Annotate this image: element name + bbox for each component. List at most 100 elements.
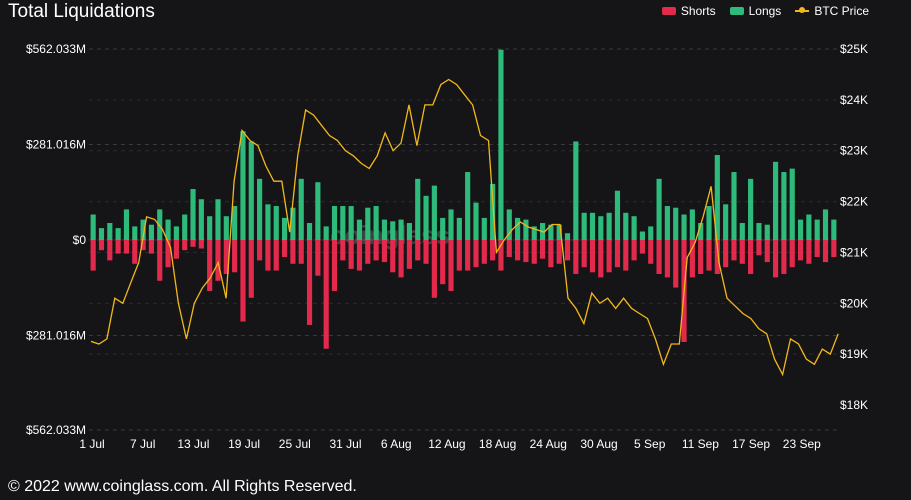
liquidations-chart: coinglass $562.033M$281.016M$0$281.016M$… [26,42,868,451]
left-tick-label: $281.016M [26,329,86,343]
long-bar [248,141,254,240]
short-bar [373,240,379,261]
legend-item-shorts[interactable]: Shorts [661,4,716,18]
long-bar [340,206,346,240]
long-bar [281,217,288,240]
right-axis: $25K $24K $23K $22K $21K $20K $19K $18K [840,42,868,412]
long-bar [290,207,296,240]
short-bar [581,240,587,268]
long-bar [132,226,138,240]
grid-lines [89,48,838,431]
long-bar [498,49,504,241]
legend-item-btc-price[interactable]: BTC Price [795,4,869,18]
x-axis: 1 Jul 7 Jul 13 Jul 19 Jul 25 Jul 31 Jul 6 Aug 1… [79,437,821,451]
long-bar [822,209,829,240]
short-bar [656,240,662,274]
short-bar [698,240,704,274]
short-bar [265,240,271,271]
btc-price-line [90,78,839,377]
x-tick-label: 31 Jul [329,437,361,451]
long-bar [406,223,412,240]
long-bar [831,219,837,240]
short-bar [390,240,396,273]
long-bar [323,226,329,240]
x-tick-label: 5 Sep [634,437,666,451]
x-tick-label: 23 Sep [783,437,821,451]
short-bar [506,240,512,257]
short-bar [323,240,329,349]
long-bar [315,182,321,240]
right-tick-label: $21K [840,245,868,259]
short-bar [498,240,504,271]
short-bar [157,240,163,281]
short-bar [606,240,612,273]
long-bar [789,168,795,240]
x-tick-label: 13 Jul [177,437,209,451]
short-bar [814,240,820,257]
price-line-group [90,78,839,377]
long-bar [198,199,204,240]
short-bar [639,240,646,254]
short-bar [648,240,654,264]
short-bar [473,240,479,268]
long-bar [797,219,804,240]
legend-label-longs: Longs [748,4,782,18]
long-bar [415,178,421,240]
short-bar [773,240,779,278]
long-bar [182,214,188,240]
right-tick-label: $20K [840,296,868,310]
short-bar [331,240,338,291]
legend-item-longs[interactable]: Longs [729,4,782,18]
long-bar [515,217,521,240]
long-bar [481,217,487,240]
long-bar [115,228,121,240]
long-bar [714,155,720,240]
long-bar [123,209,130,240]
left-axis: $562.033M $281.016M $0 $281.016M $562.033M [26,42,86,437]
long-bar [814,219,820,240]
long-bar [348,206,354,240]
short-bar [723,240,729,268]
bars-group [90,49,837,349]
short-bar [573,240,579,274]
long-bar [356,219,363,240]
long-bar [623,212,629,240]
long-bar [689,209,695,240]
short-bar [523,240,529,263]
short-bar [440,240,446,285]
short-bar [215,240,221,281]
short-bar [515,240,521,261]
long-bar [306,223,313,240]
long-bar [639,231,646,240]
shorts-swatch-icon [661,7,676,15]
copyright-footer: © 2022 www.coinglass.com. All Rights Res… [8,478,357,495]
long-bar [548,224,554,240]
short-bar [756,240,762,256]
short-bar [598,240,604,278]
long-bar [739,223,745,240]
long-bar [556,224,562,240]
x-tick-label: 25 Jul [279,437,311,451]
short-bar [223,240,229,274]
x-tick-label: 17 Sep [732,437,770,451]
short-bar [232,240,238,273]
long-bar [431,185,437,240]
short-bar [797,240,804,261]
short-bar [764,240,770,263]
left-tick-label: $281.016M [26,138,86,152]
short-bar [564,240,571,261]
short-bar [98,240,105,251]
long-bar [506,209,512,240]
long-bar [564,233,571,240]
long-bar [748,178,754,240]
long-bar [673,207,679,240]
long-bar [207,216,213,240]
short-bar [348,240,354,269]
x-tick-label: 19 Jul [228,437,260,451]
short-bar [539,240,546,259]
long-bar [456,217,462,240]
short-bar [490,240,496,261]
short-bar [614,240,621,268]
long-bar [223,216,229,240]
long-bar [232,206,238,240]
